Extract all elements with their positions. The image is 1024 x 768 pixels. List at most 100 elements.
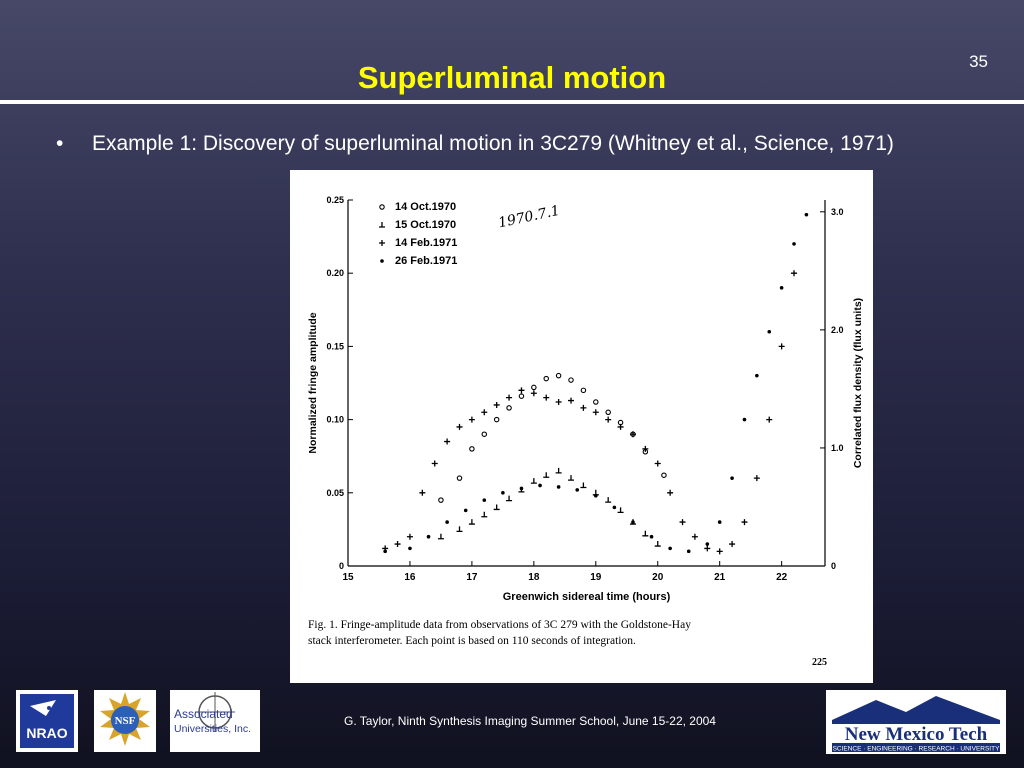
data-point [555,467,562,474]
aui-logo-line2: Universities, Inc. [174,723,251,735]
y-axis-label: Normalized fringe amplitude [307,312,319,453]
data-point [555,399,562,406]
data-point [419,489,426,496]
data-point [493,416,500,423]
data-point [779,286,784,290]
footer-credit: G. Taylor, Ninth Synthesis Imaging Summe… [344,714,716,728]
data-point [580,482,587,489]
x-tick-label: 18 [528,572,540,583]
x-axis-label: Greenwich sidereal time (hours) [503,591,671,603]
y2-tick-label: 3.0 [831,207,844,217]
data-point [568,377,574,383]
data-point [629,431,636,438]
data-point [742,417,747,422]
nrao-logo: NRAO [16,690,78,752]
data-point [481,409,488,416]
data-point [501,491,505,495]
data-point [444,438,451,445]
data-point [730,476,734,480]
data-point [631,520,635,524]
data-point [519,486,524,491]
data-point [437,533,444,540]
data-point [468,416,475,423]
data-point [778,343,785,350]
data-point [530,478,537,484]
data-point [654,460,661,467]
fringe-amplitude-chart: 15 16 17 18 19 20 21 22 0 0.05 0.10 0.15 0.20 0.25 0 1.… [307,195,864,668]
y2-tick-label: 1.0 [831,443,844,453]
nrao-logo-text: NRAO [26,725,67,741]
data-point [717,520,722,524]
data-point [704,545,711,552]
data-point [426,534,431,539]
x-tick-label: 22 [776,572,788,583]
figure-scan: 15 16 17 18 19 20 21 22 0 0.05 0.10 0.15 0.20 0.25 0 1.… [290,170,873,683]
x-tick-label: 15 [342,572,354,583]
data-point [705,542,710,546]
x-tick-label: 21 [714,572,726,583]
data-point [592,409,599,416]
aui-logo: Associated Universities, Inc. [170,690,260,752]
data-point [438,497,444,503]
data-point [792,242,796,246]
legend-marker [380,259,384,263]
caption-line-1: Fig. 1. Fringe-amplitude data from obser… [308,619,691,631]
legend-marker [379,204,385,210]
legend-label: 26 Feb.1971 [395,255,457,267]
data-point [804,212,809,217]
aui-logo-line1: Associated [174,707,233,721]
x-tick-label: 16 [404,572,416,583]
data-point [456,526,463,533]
data-point [580,404,587,411]
data-point [463,508,468,513]
legend-label: 14 Oct.1970 [395,201,456,213]
caption-line-2: stack interferometer. Each point is base… [308,635,636,647]
handwritten-note: 1970.7.1 [497,203,561,232]
data-point [617,507,624,514]
bullet-text: Example 1: Discovery of superluminal mot… [92,132,894,155]
data-point [482,498,487,502]
legend-marker [379,222,385,228]
data-point [593,399,599,405]
y-tick-label: 0.25 [326,195,344,205]
data-point [791,270,798,277]
data-point [642,530,649,537]
y-tick-label: 0.20 [326,268,344,278]
data-point [493,401,500,408]
data-point [668,546,672,551]
data-point [686,549,691,554]
nmt-logo-tagline: SCIENCE · ENGINEERING · RESEARCH · UNIVE… [833,746,1001,753]
data-point [383,549,387,554]
data-point [612,505,617,510]
data-point [667,489,674,496]
data-point [654,541,661,547]
x-tick-label: 17 [466,572,478,583]
data-point [605,416,612,423]
data-point [431,460,438,467]
legend-marker [379,240,385,246]
data-point [518,387,525,394]
data-point [543,375,549,382]
data-point [716,548,723,555]
data-point [445,520,449,524]
data-point [568,397,575,404]
data-point [506,495,513,502]
data-point [605,409,611,416]
data-point [543,394,550,401]
nmt-logo-name: New Mexico Tech [845,724,988,745]
data-point [741,519,748,526]
y-tick-label: 0.05 [326,488,344,498]
data-point [408,546,412,551]
x-tick-label: 20 [652,572,664,583]
data-point [691,533,698,540]
y-tick-label: 0.10 [326,415,344,425]
y-tick-label: 0.15 [326,341,344,351]
data-point [729,541,736,548]
data-point [530,390,537,397]
data-point [593,493,598,498]
data-point [456,475,463,481]
data-point [543,472,550,478]
data-point [394,541,401,548]
data-point [575,488,580,492]
data-point [679,519,686,526]
